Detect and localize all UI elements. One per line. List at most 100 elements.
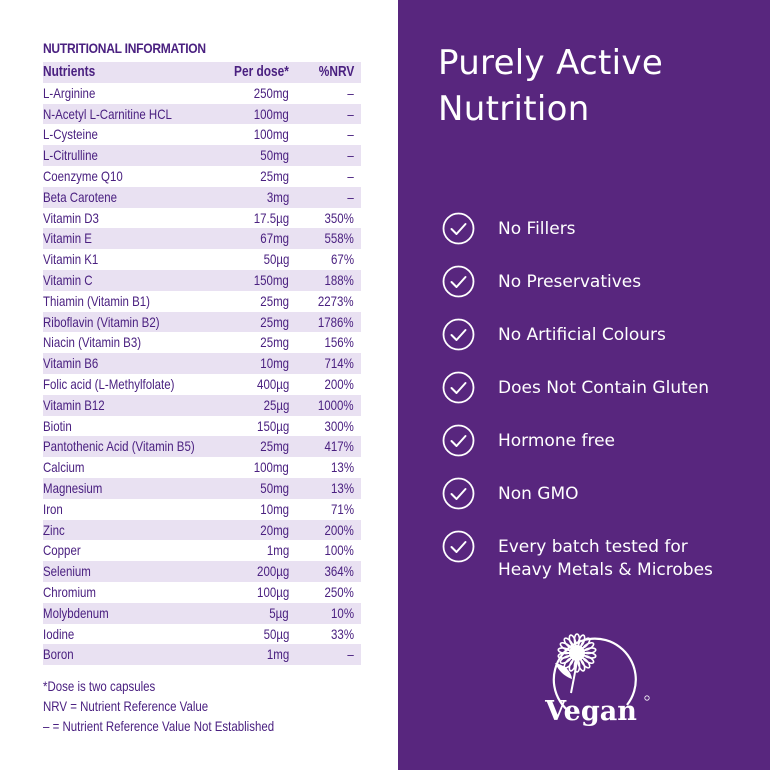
cell-name: Coenzyme Q10: [43, 167, 123, 184]
cell-name: Vitamin K1: [43, 251, 99, 268]
table-row: Iron 10mg 71%: [43, 499, 361, 520]
check-circle-icon: [442, 318, 475, 351]
table-row: Folic acid (L-Methylfolate) 400µg 200%: [43, 374, 361, 395]
cell-name: Molybdenum: [43, 604, 109, 621]
feature-text-line: No Artificial Colours: [498, 325, 666, 345]
cell-name: Zinc: [43, 521, 65, 538]
table-row: Niacin (Vitamin B3) 25mg 156%: [43, 332, 361, 353]
cell-nrv: 100%: [324, 542, 354, 559]
cell-nrv: 350%: [324, 209, 354, 226]
cell-name: Boron: [43, 646, 74, 663]
feature-text-line: Every batch tested for: [498, 537, 688, 557]
cell-dose: 150mg: [253, 271, 289, 288]
cell-nrv: 364%: [324, 563, 354, 580]
cell-name: Folic acid (L-Methylfolate): [43, 375, 175, 392]
feature-text-line: Hormone free: [498, 431, 615, 451]
cell-nrv: 10%: [331, 604, 354, 621]
cell-nrv: 33%: [331, 625, 354, 642]
cell-name: Riboflavin (Vitamin B2): [43, 313, 160, 330]
cell-nrv: –: [347, 126, 354, 143]
cell-name: Vitamin E: [43, 230, 92, 247]
feature-text-line: Non GMO: [498, 484, 579, 504]
feature-text: No Preservatives: [498, 271, 641, 294]
nutrition-table: Nutrients Per dose* %NRV L-Arginine 250mg…: [43, 62, 361, 666]
cell-dose: 10mg: [260, 355, 289, 372]
table-row: Riboflavin (Vitamin B2) 25mg 1786%: [43, 311, 361, 333]
cell-nrv: 200%: [324, 375, 354, 392]
cell-dose: 50mg: [260, 479, 289, 496]
table-row: Vitamin B12 25µg 1000%: [43, 394, 361, 416]
table-row: Vitamin C 150mg 188%: [43, 269, 361, 291]
table-row: Molybdenum 5µg 10%: [43, 602, 361, 624]
table-row: Boron 1mg –: [43, 644, 361, 666]
sunflower-petal: [568, 634, 577, 648]
cell-name: Chromium: [43, 583, 96, 600]
table-row: Magnesium 50mg 13%: [43, 477, 361, 499]
nutrition-notes: *Dose is two capsules NRV = Nutrient Ref…: [43, 676, 325, 736]
cell-name: Biotin: [43, 417, 72, 434]
cell-name: Thiamin (Vitamin B1): [43, 292, 150, 309]
cell-name: N-Acetyl L-Carnitine HCL: [43, 105, 172, 122]
cell-dose: 5µg: [269, 604, 289, 621]
table-row: Pantothenic Acid (Vitamin B5) 25mg 417%: [43, 436, 361, 458]
check-circle-icon: [442, 265, 475, 298]
table-row: Selenium 200µg 364%: [43, 561, 361, 582]
cell-nrv: –: [347, 147, 354, 164]
cell-name: Selenium: [43, 563, 91, 580]
cell-dose: 25mg: [260, 292, 289, 309]
check-circle-icon: [442, 530, 475, 563]
cell-nrv: 156%: [324, 334, 354, 351]
cell-nrv: –: [347, 188, 354, 205]
cell-dose: 25mg: [260, 334, 289, 351]
cell-nrv: –: [347, 84, 354, 101]
check-circle-icon: [442, 371, 475, 404]
cell-name: Iron: [43, 500, 63, 517]
nutrition-panel: NUTRITIONAL INFORMATION Nutrients Per do…: [43, 40, 361, 736]
headline: Purely Active Nutrition: [438, 40, 663, 132]
table-row: Iodine 50µg 33%: [43, 624, 361, 645]
cell-nrv: 67%: [331, 251, 354, 268]
table-row: Vitamin E 67mg 558%: [43, 228, 361, 250]
feature-text: Hormone free: [498, 430, 615, 453]
cell-name: L-Arginine: [43, 84, 96, 101]
cell-dose: 17.5µg: [253, 209, 289, 226]
table-row: L-Arginine 250mg –: [43, 83, 361, 104]
cell-dose: 200µg: [256, 563, 289, 580]
feature-text: Does Not Contain Gluten: [498, 377, 709, 400]
cell-nrv: –: [347, 646, 354, 663]
table-row: Zinc 20mg 200%: [43, 519, 361, 541]
cell-nrv: 1786%: [318, 313, 354, 330]
cell-dose: 1mg: [266, 542, 289, 559]
cell-nrv: 188%: [324, 271, 354, 288]
header-nutrients: Nutrients: [43, 64, 96, 80]
cell-dose: 10mg: [260, 500, 289, 517]
feature-text-line: Does Not Contain Gluten: [498, 378, 709, 398]
cell-dose: 25mg: [260, 313, 289, 330]
cell-nrv: 71%: [331, 500, 354, 517]
note-dash: – = Nutrient Reference Value Not Establi…: [43, 718, 275, 734]
note-dose: *Dose is two capsules: [43, 678, 156, 694]
cell-dose: 50µg: [263, 625, 289, 642]
cell-name: Vitamin B12: [43, 396, 105, 413]
cell-name: Vitamin C: [43, 271, 93, 288]
cell-name: Vitamin D3: [43, 209, 99, 226]
cell-nrv: –: [347, 167, 354, 184]
feature-text-line: Heavy Metals & Microbes: [498, 560, 713, 580]
cell-dose: 150µg: [256, 417, 289, 434]
cell-nrv: 13%: [331, 479, 354, 496]
cell-name: Iodine: [43, 625, 75, 642]
cell-nrv: 250%: [324, 583, 354, 600]
cell-name: Niacin (Vitamin B3): [43, 334, 142, 351]
check-circle-icon: [442, 477, 475, 510]
cell-dose: 67mg: [260, 230, 289, 247]
cell-dose: 1mg: [266, 646, 289, 663]
table-row: Thiamin (Vitamin B1) 25mg 2273%: [43, 291, 361, 312]
cell-dose: 400µg: [256, 375, 289, 392]
table-row: Vitamin B6 10mg 714%: [43, 353, 361, 374]
table-row: N-Acetyl L-Carnitine HCL 100mg –: [43, 103, 361, 125]
check-circle-icon: [442, 424, 475, 457]
cell-nrv: 417%: [324, 438, 354, 455]
cell-nrv: 714%: [324, 355, 354, 372]
table-row: Vitamin K1 50µg 67%: [43, 249, 361, 270]
feature-text-line: No Preservatives: [498, 272, 642, 292]
